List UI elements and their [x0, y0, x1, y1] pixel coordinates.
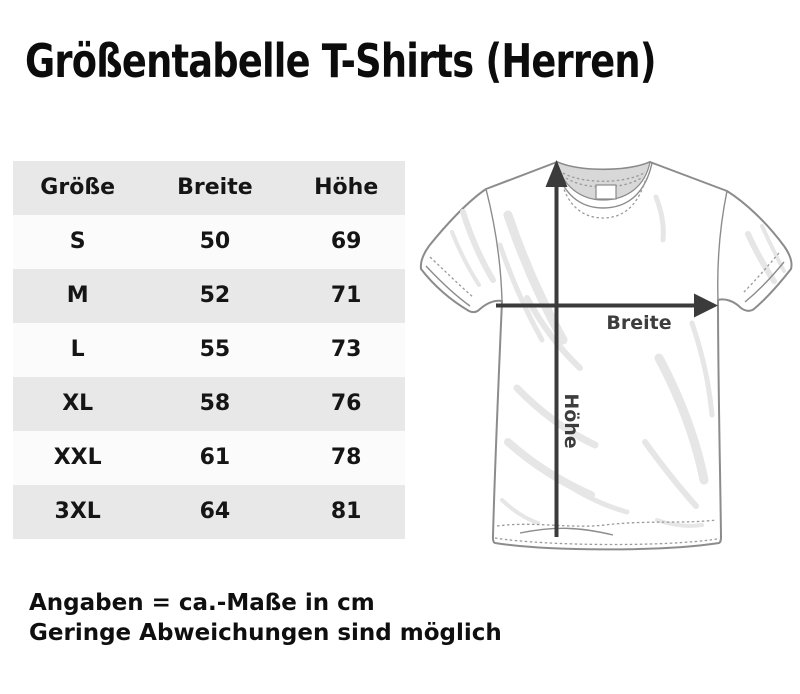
size-table: Größe Breite Höhe S 50 69 M 52 71 L 55 7… [13, 161, 405, 539]
left-cuff-fold [425, 265, 471, 307]
cell-breite: 58 [199, 391, 231, 416]
right-cuff-stitching [742, 252, 780, 294]
height-arrowhead-icon [545, 160, 568, 187]
cell-hoehe: 76 [330, 391, 362, 416]
cell-breite: 55 [199, 337, 231, 362]
tshirt-outline [419, 161, 793, 551]
table-row-xxl: XXL 61 78 [13, 431, 405, 485]
neckline-stitching [560, 177, 647, 219]
cell-size: 3XL [54, 499, 101, 524]
cell-hoehe: 78 [330, 445, 362, 470]
table-row-s: S 50 69 [13, 215, 405, 269]
collar-band-stitching [565, 177, 642, 188]
column-header-groesse: Größe [40, 175, 116, 200]
left-cuff-stitching [429, 256, 474, 298]
note-line-2: Geringe Abweichungen sind möglich [29, 620, 502, 646]
height-arrow [545, 160, 568, 537]
width-arrow [496, 293, 718, 318]
width-arrow-label: Breite [606, 312, 671, 334]
cell-breite: 61 [199, 445, 231, 470]
table-row-xl: XL 58 76 [13, 377, 405, 431]
cell-size: XL [62, 391, 94, 416]
table-row-3xl: 3XL 64 81 [13, 485, 405, 539]
right-sleeve-seam [717, 190, 728, 301]
left-sleeve-seam [485, 188, 503, 302]
cell-hoehe: 73 [330, 337, 362, 362]
collar [554, 160, 653, 219]
cell-hoehe: 71 [330, 283, 362, 308]
cell-hoehe: 81 [330, 499, 362, 524]
note-line-1: Angaben = ca.-Maße in cm [29, 590, 375, 616]
table-row-m: M 52 71 [13, 269, 405, 323]
cell-size: S [69, 229, 86, 254]
tshirt-diagram: Breite Höhe [419, 160, 793, 551]
page-title: Größentabelle T-Shirts (Herren) [25, 34, 657, 88]
cell-breite: 50 [199, 229, 231, 254]
cell-size: M [66, 283, 89, 308]
width-arrowhead-icon [694, 293, 718, 318]
column-header-hoehe: Höhe [314, 175, 379, 200]
table-row-l: L 55 73 [13, 323, 405, 377]
cell-hoehe: 69 [330, 229, 362, 254]
footer-note: Angaben = ca.-Maße in cm Geringe Abweich… [29, 588, 502, 648]
cell-breite: 52 [199, 283, 231, 308]
height-arrow-label: Höhe [560, 393, 582, 448]
cell-size: XXL [53, 445, 102, 470]
hem-fold [519, 527, 614, 536]
cell-size: L [70, 337, 85, 362]
collar-label [595, 184, 617, 200]
table-header-row: Größe Breite Höhe [13, 161, 405, 215]
collar-band-stitching [562, 172, 645, 182]
column-header-breite: Breite [177, 175, 253, 200]
hem-stitching-lower [494, 537, 718, 546]
cell-breite: 64 [199, 499, 231, 524]
right-cuff-fold [744, 261, 785, 303]
